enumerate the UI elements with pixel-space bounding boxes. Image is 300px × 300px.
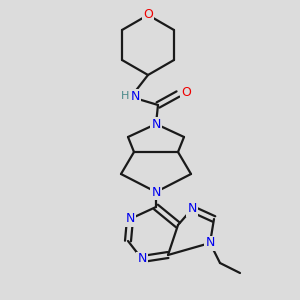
Text: N: N xyxy=(137,253,147,266)
Text: N: N xyxy=(187,202,197,215)
Text: N: N xyxy=(130,89,140,103)
Text: O: O xyxy=(181,86,191,100)
Text: O: O xyxy=(143,8,153,22)
Text: H: H xyxy=(121,91,129,101)
Text: N: N xyxy=(125,212,135,226)
Text: N: N xyxy=(205,236,215,250)
Text: N: N xyxy=(151,185,161,199)
Text: N: N xyxy=(151,118,161,130)
